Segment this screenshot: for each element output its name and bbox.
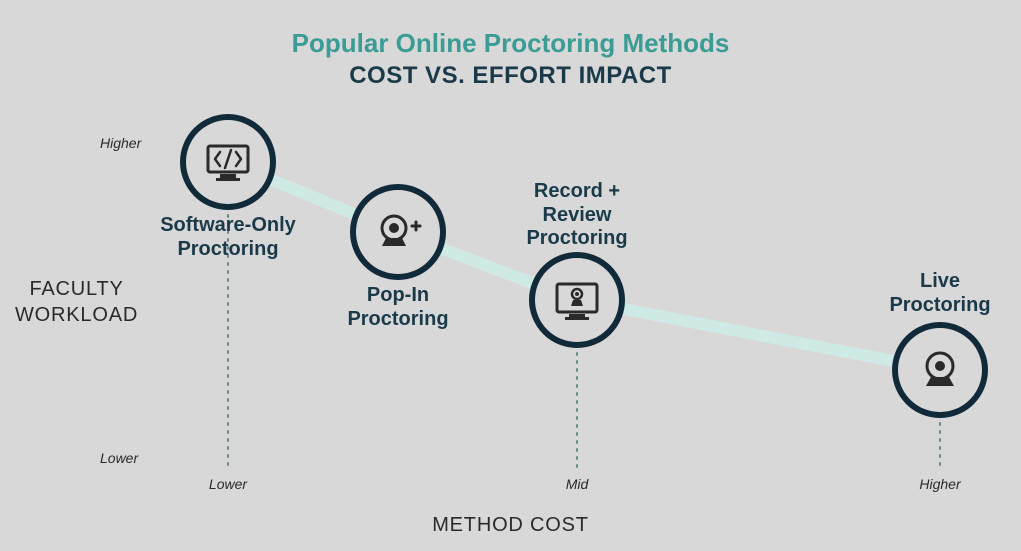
node-record-review	[532, 255, 622, 345]
screen-person-icon	[557, 284, 597, 320]
node-pop-in	[353, 187, 443, 277]
y-tick-lower: Lower	[100, 450, 138, 466]
node-live	[895, 325, 985, 415]
chart-subtitle: COST VS. EFFORT IMPACT	[0, 62, 1021, 90]
code-monitor-icon	[208, 146, 248, 181]
x-tick-higher: Higher	[919, 476, 960, 492]
y-axis-label: FACULTYWORKLOAD	[15, 276, 138, 328]
node-label-record-review: Record +ReviewProctoring	[487, 180, 667, 251]
webcam-plus-icon	[382, 216, 420, 246]
x-axis-label: METHOD COST	[0, 514, 1021, 537]
chart-title: Popular Online Proctoring Methods	[0, 28, 1021, 59]
x-tick-mid: Mid	[566, 476, 589, 492]
y-tick-higher: Higher	[100, 135, 141, 151]
x-tick-lower: Lower	[209, 476, 247, 492]
node-software-only	[183, 117, 273, 207]
node-label-live: LiveProctoring	[850, 270, 1021, 317]
node-label-software-only: Software-OnlyProctoring	[138, 214, 318, 261]
infographic-container: { "colors": { "background": "#d8d8d8", "…	[0, 0, 1021, 551]
node-label-pop-in: Pop-InProctoring	[308, 284, 488, 331]
webcam-icon	[926, 353, 954, 386]
